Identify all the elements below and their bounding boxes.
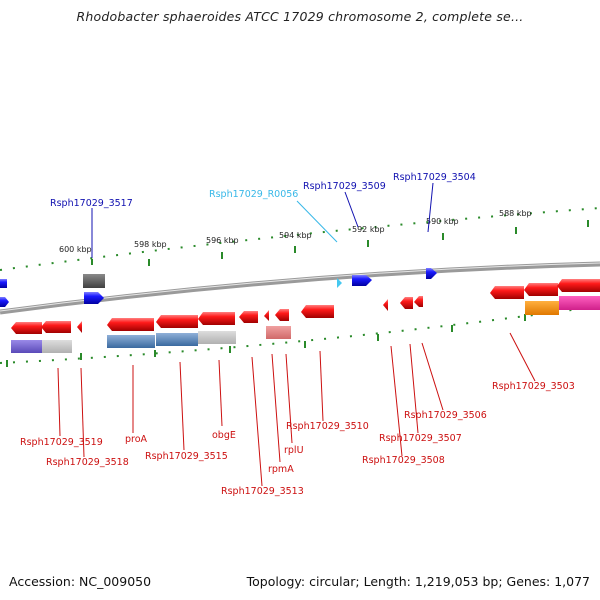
gene-label-rsph17029-3503[interactable]: Rsph17029_3503 (492, 381, 575, 392)
gene-arrow[interactable] (77, 321, 82, 333)
gene-label-rsph17029-3519[interactable]: Rsph17029_3519 (20, 437, 103, 448)
tick-label: 592 kbp (352, 225, 385, 234)
gene-label-obge[interactable]: obgE (212, 430, 236, 441)
gene-arrow[interactable] (0, 279, 7, 288)
gene-label-rpma[interactable]: rpmA (268, 464, 294, 475)
tick-labels: 600 kbp 598 kbp 596 kbp 594 kbp 592 kbp … (59, 209, 532, 254)
gene-arrow[interactable] (264, 310, 269, 321)
rna-gene-marker[interactable] (337, 278, 342, 288)
tick-label: 598 kbp (134, 240, 167, 249)
feature-block (266, 326, 291, 339)
gene-arrow[interactable] (301, 305, 334, 318)
gene-arrow[interactable] (414, 296, 423, 307)
gene-arrow[interactable] (41, 321, 71, 333)
lower-label-connectors (57, 332, 536, 487)
gene-label-rsph17029-r0056[interactable]: Rsph17029_R0056 (209, 189, 298, 200)
tick-label: 596 kbp (206, 236, 239, 245)
feature-block (11, 340, 42, 353)
gene-arrow[interactable] (156, 315, 198, 328)
feature-blocks (11, 296, 600, 353)
tick-label: 600 kbp (59, 245, 92, 254)
feature-block (42, 340, 72, 353)
gene-arrow[interactable] (11, 322, 42, 334)
gene-arrow[interactable] (490, 286, 524, 299)
gene-label-rsph17029-3509[interactable]: Rsph17029_3509 (303, 181, 386, 192)
feature-block (156, 333, 198, 346)
gene-arrow[interactable] (524, 283, 558, 296)
gene-label-rsph17029-3506[interactable]: Rsph17029_3506 (404, 410, 487, 421)
upper-tick-track (0, 207, 600, 271)
gene-label-proa[interactable]: proA (125, 434, 148, 445)
tick-label: 594 kbp (279, 231, 312, 240)
upper-gene-labels: Rsph17029_3517 Rsph17029_R0056 Rsph17029… (50, 172, 476, 209)
lower-tick-track (0, 305, 600, 367)
gene-arrow[interactable] (383, 299, 388, 311)
gene-arrow[interactable] (107, 318, 154, 331)
gene-label-rsph17029-3504[interactable]: Rsph17029_3504 (393, 172, 476, 183)
feature-block (525, 301, 559, 315)
gene-label-rplu[interactable]: rplU (284, 445, 304, 456)
feature-block (107, 335, 155, 348)
upper-label-connectors (91, 182, 434, 258)
gene-label-rsph17029-3508[interactable]: Rsph17029_3508 (362, 455, 445, 466)
lower-gene-labels: Rsph17029_3519 Rsph17029_3518 proA Rsph1… (20, 381, 575, 497)
gene-label-rsph17029-3513[interactable]: Rsph17029_3513 (221, 486, 304, 497)
gene-arrow[interactable] (198, 312, 235, 325)
map-title: Rhodobacter sphaeroides ATCC 17029 chrom… (76, 9, 524, 24)
gene-label-rsph17029-3517[interactable]: Rsph17029_3517 (50, 198, 133, 209)
gene-label-rsph17029-3510[interactable]: Rsph17029_3510 (286, 421, 369, 432)
gene-arrow[interactable] (239, 311, 258, 323)
gene-label-rsph17029-3507[interactable]: Rsph17029_3507 (379, 433, 462, 444)
accession-text: Accession: NC_009050 (9, 574, 152, 589)
topology-text: Topology: circular; Length: 1,219,053 bp… (246, 574, 590, 589)
gene-arrow[interactable] (557, 279, 600, 292)
gene-arrow[interactable] (84, 292, 104, 304)
feature-block (83, 274, 105, 288)
gene-label-rsph17029-3518[interactable]: Rsph17029_3518 (46, 457, 129, 468)
feature-block (198, 331, 236, 344)
tick-label: 588 kbp (499, 209, 532, 218)
forward-strand-genes (0, 268, 437, 307)
gene-label-rsph17029-3515[interactable]: Rsph17029_3515 (145, 451, 228, 462)
gene-arrow[interactable] (0, 297, 9, 307)
gene-arrow[interactable] (275, 309, 289, 321)
gene-arrow[interactable] (400, 297, 413, 309)
tick-label: 590 kbp (426, 217, 459, 226)
gene-arrow[interactable] (426, 268, 437, 279)
reverse-strand-genes (11, 279, 600, 334)
feature-block (559, 296, 600, 310)
gene-arrow[interactable] (352, 275, 372, 286)
